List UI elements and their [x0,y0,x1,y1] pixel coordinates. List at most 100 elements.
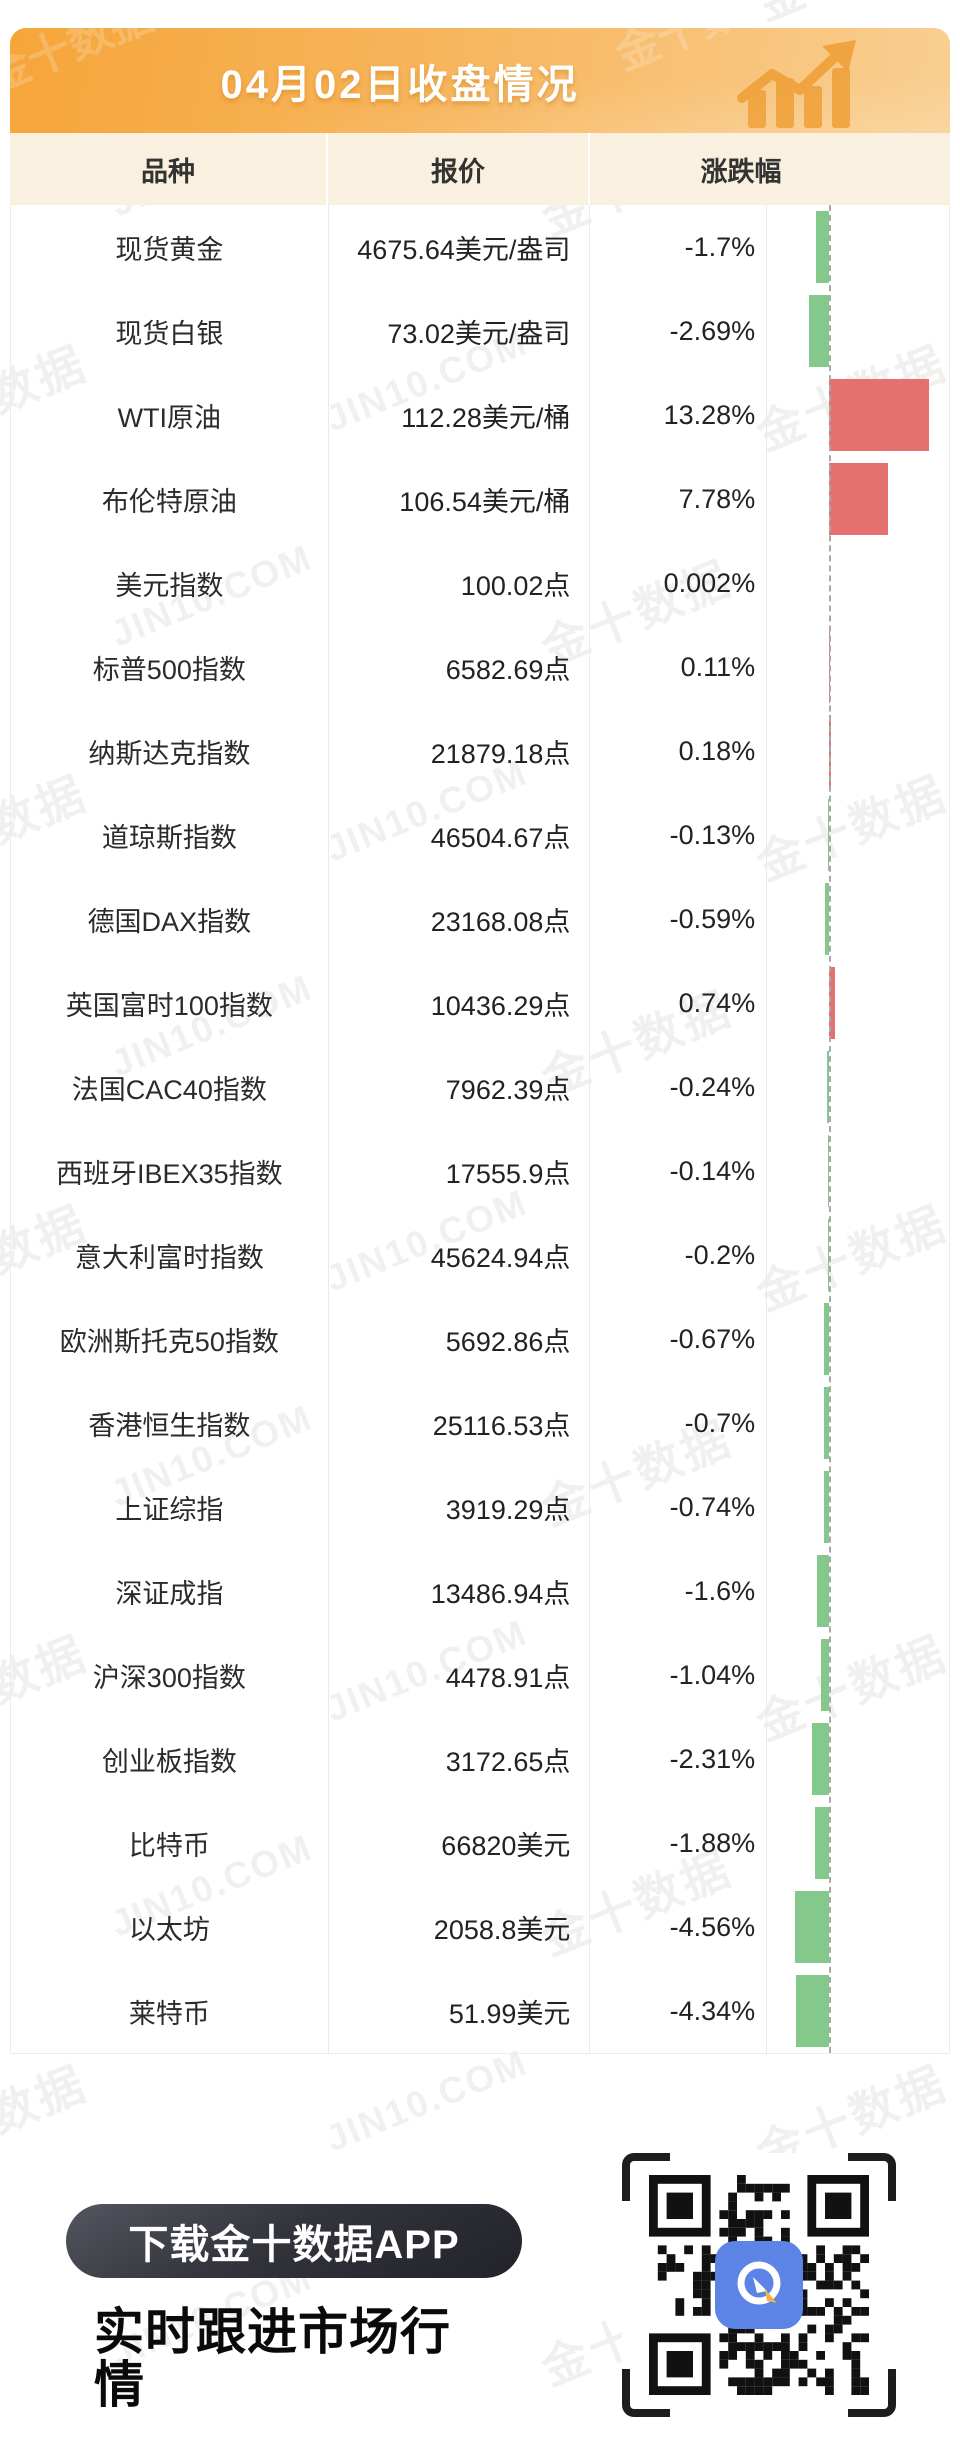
table-body: 现货黄金 4675.64美元/盎司 -1.7% 现货白银 73.02美元/盎司 -2.69… [10,205,950,2054]
table-row: 法国CAC40指数 7962.39点 -0.24% [11,1045,949,1129]
instrument-name: 上证综指 [115,1494,224,1525]
column-divider [328,205,329,2053]
table-row: 现货黄金 4675.64美元/盎司 -1.7% [11,205,949,289]
change-bar-cell [765,625,949,709]
instrument-name: 莱特币 [128,1998,210,2029]
table-row: 沪深300指数 4478.91点 -1.04% [11,1633,949,1717]
instrument-price: 13486.94点 [430,1578,571,1609]
change-bar-cell [765,205,949,289]
negative-change-bar [816,211,830,283]
table-row: 以太坊 2058.8美元 -4.56% [11,1885,949,1969]
qr-code [622,2153,896,2417]
change-percent: -0.13% [669,819,756,850]
negative-change-bar [817,1555,830,1627]
table-row: 美元指数 100.02点 0.002% [11,541,949,625]
negative-change-bar [823,1387,830,1459]
instrument-price: 45624.94点 [430,1242,571,1273]
change-percent: -0.74% [669,1491,756,1522]
table-row: 道琼斯指数 46504.67点 -0.13% [11,793,949,877]
instrument-name: 欧洲斯托克50指数 [59,1326,279,1357]
table-row: 标普500指数 6582.69点 0.11% [11,625,949,709]
change-bar-cell [765,961,949,1045]
change-percent: -1.6% [684,1575,756,1606]
table-row: 上证综指 3919.29点 -0.74% [11,1465,949,1549]
change-bar-cell [765,1549,949,1633]
header-banner: 金十数据 金十数据 04月02日收盘情况 [10,28,950,133]
negative-change-bar [827,1051,830,1123]
change-bar-cell [765,1801,949,1885]
instrument-name: 香港恒生指数 [88,1410,251,1441]
instrument-price: 51.99美元 [448,1998,571,2029]
table-row: 深证成指 13486.94点 -1.6% [11,1549,949,1633]
change-percent: -0.7% [684,1407,756,1438]
instrument-price: 10436.29点 [430,990,571,1021]
change-bar-cell [765,1213,949,1297]
change-percent: -0.67% [669,1323,756,1354]
negative-change-bar [811,1723,830,1795]
instrument-name: 现货黄金 [115,234,224,265]
instrument-name: 标普500指数 [92,654,246,685]
instrument-name: 创业板指数 [101,1746,237,1777]
table-row: 德国DAX指数 23168.08点 -0.59% [11,877,949,961]
change-bar-cell [765,1969,949,2053]
site-watermark: JIN10.COM [319,2041,534,2160]
negative-change-bar [815,1807,830,1879]
table-row: WTI原油 112.28美元/桶 13.28% [11,373,949,457]
instrument-name: 沪深300指数 [92,1662,246,1693]
table-row: 意大利富时指数 45624.94点 -0.2% [11,1213,949,1297]
negative-change-bar [808,295,830,367]
instrument-price: 3919.29点 [445,1494,571,1525]
instrument-name: WTI原油 [117,402,222,433]
change-percent: 7.78% [678,483,756,514]
instrument-price: 17555.9点 [445,1158,571,1189]
instrument-name: 以太坊 [128,1914,210,1945]
qr-frame-corner [622,2369,670,2417]
trend-arrow-chart-icon [734,38,860,133]
column-header-variety: 品种 [10,133,326,205]
instrument-price: 25116.53点 [432,1410,571,1441]
table-row: 莱特币 51.99美元 -4.34% [11,1969,949,2053]
negative-change-bar [794,1891,830,1963]
table-header-row: 品种 报价 涨跌幅 [10,133,950,205]
change-bar-cell [765,289,949,373]
zero-axis-dashed-line [829,205,831,2053]
table-row: 香港恒生指数 25116.53点 -0.7% [11,1381,949,1465]
table-row: 现货白银 73.02美元/盎司 -2.69% [11,289,949,373]
table-row: 纳斯达克指数 21879.18点 0.18% [11,709,949,793]
change-percent: -1.7% [684,231,756,262]
instrument-price: 7962.39点 [445,1074,571,1105]
change-bar-cell [765,1045,949,1129]
instrument-price: 66820美元 [441,1830,571,1861]
instrument-name: 布伦特原油 [101,486,237,517]
change-bar-cell [765,1885,949,1969]
change-bar-cell [765,1465,949,1549]
download-app-button[interactable]: 下载金十数据APP [66,2204,522,2278]
instrument-name: 深证成指 [115,1578,224,1609]
page-title: 04月02日收盘情况 [220,62,580,107]
instrument-name: 德国DAX指数 [87,906,252,937]
negative-change-bar [827,1219,830,1291]
instrument-name: 法国CAC40指数 [71,1074,267,1105]
change-bar-cell [765,793,949,877]
site-watermark: JIN10.COM [320,0,534,10]
change-bar-cell [765,457,949,541]
qr-frame-corner [848,2369,896,2417]
instrument-name: 现货白银 [115,318,224,349]
change-bar-cell [765,709,949,793]
table-row: 西班牙IBEX35指数 17555.9点 -0.14% [11,1129,949,1213]
jin10-app-icon [715,2241,803,2329]
change-percent: 0.74% [678,987,756,1018]
change-bar-cell [765,1633,949,1717]
instrument-price: 4478.91点 [445,1662,571,1693]
change-percent: -1.88% [669,1827,756,1858]
change-percent: 0.002% [663,567,756,598]
instrument-price: 5692.86点 [445,1326,571,1357]
instrument-price: 23168.08点 [430,906,571,937]
instrument-price: 6582.69点 [445,654,571,685]
instrument-name: 西班牙IBEX35指数 [56,1158,283,1189]
negative-change-bar [828,1135,830,1207]
column-divider [589,205,590,2053]
change-bar-cell [765,541,949,625]
change-percent: 0.11% [680,651,756,682]
